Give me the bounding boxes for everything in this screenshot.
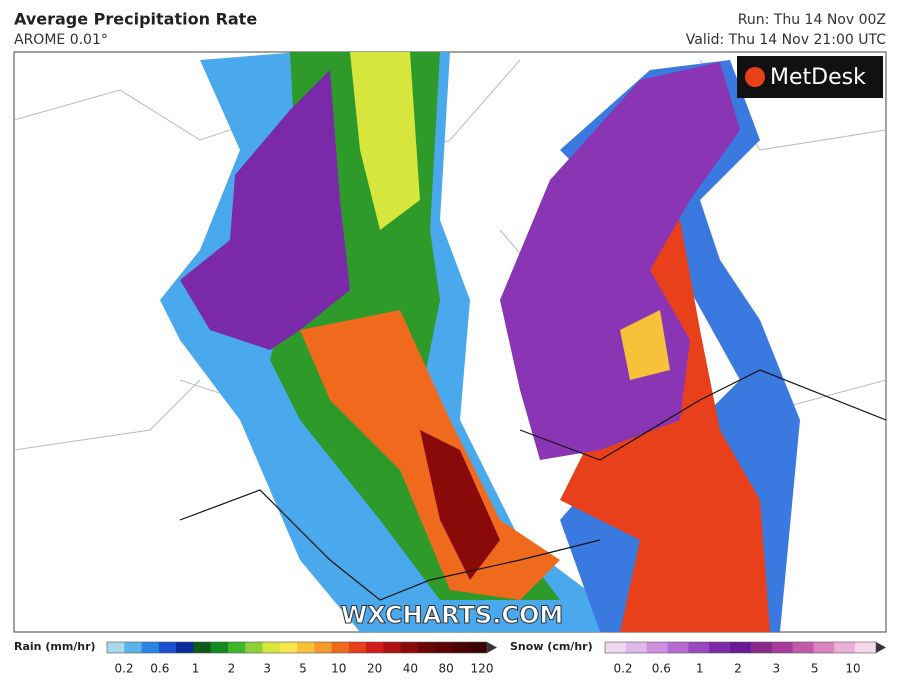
logo-icon [745,67,765,87]
snow-tick-label: 3 [773,662,781,676]
rain-tick-label: 3 [263,662,271,676]
rain-tick-label: 20 [367,662,382,676]
rain-area-east-center [620,310,670,380]
rain-tick-label: 80 [439,662,454,676]
rain-swatch [262,642,281,653]
rain-swatch [417,642,436,653]
snow-area-west [180,70,350,350]
snow-tick-label: 10 [845,662,860,676]
rain-swatch [435,642,453,653]
rain-tick-label: 0.2 [114,662,133,676]
map-layer: MetDesk WXCHARTS.COM [14,52,886,632]
rain-swatch [227,642,246,653]
snow-tick-label: 2 [734,662,742,676]
rain-swatch [193,642,212,653]
snow-swatch [750,642,773,653]
rain-area-extreme [420,430,500,580]
snow-tick-label: 0.6 [652,662,671,676]
rain-swatch [124,642,143,653]
rain-swatch [383,642,402,653]
rain-swatch [314,642,333,653]
snow-bar-outline [604,641,877,654]
rain-area-yellow [350,52,420,230]
rain-tick-label: 40 [403,662,418,676]
rain-swatch [331,642,350,653]
rain-arrow [487,642,497,653]
rain-swatch [210,642,229,653]
snow-swatch [813,642,835,653]
rain-swatch [158,642,177,653]
coastline [179,369,886,601]
rain-tick-label: 10 [331,662,346,676]
snow-swatch [771,642,794,653]
snow-area-east [500,62,740,460]
watermark: WXCHARTS.COM [341,601,563,629]
title: Average Precipitation Rate [14,10,257,29]
snow-tick-label: 1 [696,662,704,676]
rain-swatch [176,642,194,653]
legends: 0.2 0.6 1 2 3 5 10 20 40 80 120 0.2 0.6 1 2 3 5 10 [106,641,886,676]
snow-tick-label: 0.2 [613,662,632,676]
rain-swatch [452,642,471,653]
rain-swatch [279,642,298,653]
rain-swatch [348,642,367,653]
snow-tick-label: 5 [811,662,819,676]
logo: MetDesk [770,65,866,90]
snow-swatch [709,642,731,653]
rain-swatch [141,642,160,653]
rain-tick-label: 1 [192,662,200,676]
rain-tick-label: 5 [299,662,307,676]
snow-arrow [876,642,886,653]
snow-swatch [667,642,689,653]
snow-swatch [730,642,752,653]
rain-area-moderate [270,52,560,600]
rain-swatch [400,642,419,653]
rain-tick-label: 2 [228,662,236,676]
rain-swatch [366,642,384,653]
snow-swatch [605,642,627,653]
rain-tick-label: 120 [471,662,494,676]
valid-time: Valid: Thu 14 Nov 21:00 UTC [686,32,886,48]
rain-tick-label: 0.6 [150,662,169,676]
subtitle: AROME 0.01° [14,32,108,48]
snow-swatch [792,642,814,653]
snow-swatch [646,642,669,653]
rain-bar-outline [106,641,488,654]
rain-swatch [297,642,315,653]
snow-legend-label: Snow (cm/hr) [510,640,593,653]
snow-swatch [625,642,648,653]
snow-swatch [855,642,877,653]
snow-swatch [834,642,856,653]
run-time: Run: Thu 14 Nov 00Z [738,12,886,28]
rain-swatch [469,642,488,653]
rain-swatch [107,642,125,653]
rain-legend-label: Rain (mm/hr) [14,640,96,653]
snow-swatch [688,642,710,653]
rain-swatch [245,642,263,653]
